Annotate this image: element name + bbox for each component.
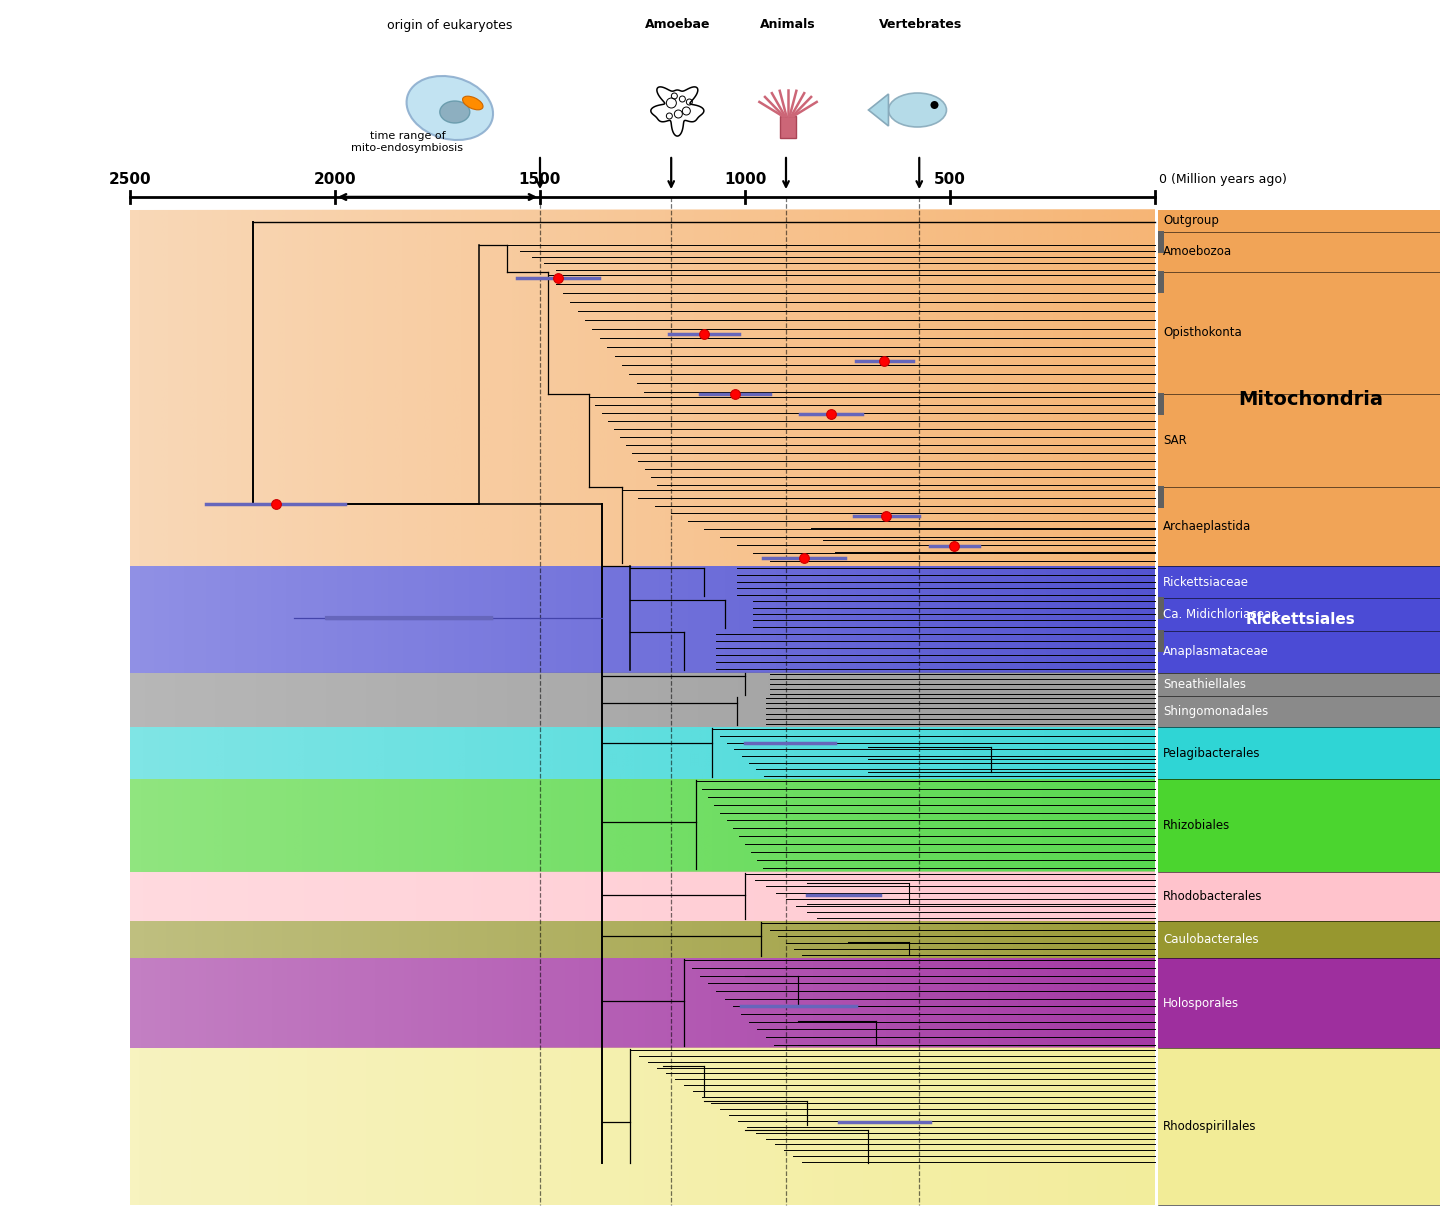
Bar [1158, 629, 1164, 652]
Bar [780, 115, 796, 139]
Bar [1158, 695, 1440, 728]
Bar [1158, 232, 1440, 272]
Ellipse shape [439, 101, 469, 123]
Text: Rhodobacterales: Rhodobacterales [1164, 891, 1263, 903]
Text: Opisthokonta: Opisthokonta [1164, 327, 1241, 339]
Ellipse shape [462, 96, 482, 109]
Ellipse shape [406, 77, 492, 140]
Text: Mitochondria: Mitochondria [1238, 390, 1382, 408]
Bar [1158, 231, 1164, 253]
Text: Holosporales: Holosporales [1164, 996, 1240, 1010]
Bar [130, 1047, 1155, 1205]
Bar [1158, 566, 1440, 598]
Polygon shape [651, 87, 704, 136]
Bar [1158, 394, 1440, 487]
Bar [130, 673, 1155, 695]
Text: Amoebae: Amoebae [645, 18, 710, 32]
Bar [1158, 597, 1164, 620]
Bar [1158, 959, 1440, 1047]
Text: 1000: 1000 [724, 173, 766, 187]
Text: Animals: Animals [760, 18, 816, 32]
Bar [130, 598, 1155, 631]
Bar [1158, 210, 1440, 232]
Bar [130, 232, 1155, 272]
Bar [130, 779, 1155, 871]
Text: Outgroup: Outgroup [1164, 214, 1218, 227]
Bar [130, 695, 1155, 728]
Bar [130, 487, 1155, 566]
Text: origin of eukaryotes: origin of eukaryotes [387, 18, 513, 32]
Text: 2500: 2500 [108, 173, 151, 187]
Text: 2000: 2000 [314, 173, 356, 187]
Text: Rhizobiales: Rhizobiales [1164, 819, 1230, 832]
Bar [1158, 1047, 1440, 1205]
Bar [1158, 486, 1164, 508]
Text: time range of
mito-endosymbiosis: time range of mito-endosymbiosis [351, 131, 464, 153]
Text: 1500: 1500 [518, 173, 562, 187]
Bar [1158, 871, 1440, 921]
Text: 0 (Million years ago): 0 (Million years ago) [1159, 174, 1287, 186]
Ellipse shape [888, 94, 946, 128]
Bar [1158, 598, 1440, 631]
Bar [1158, 673, 1440, 695]
Bar [130, 631, 1155, 673]
Bar [1158, 921, 1440, 959]
Bar [1158, 779, 1440, 871]
Text: Ca. Midichloriaceae: Ca. Midichloriaceae [1164, 608, 1279, 621]
Bar [130, 394, 1155, 487]
Text: SAR: SAR [1164, 434, 1187, 447]
Circle shape [930, 101, 939, 109]
Text: Sneathiellales: Sneathiellales [1164, 678, 1246, 690]
Bar [1158, 271, 1164, 293]
Text: Rickettsiaceae: Rickettsiaceae [1164, 576, 1248, 588]
Bar [130, 728, 1155, 779]
Bar [130, 871, 1155, 921]
Text: Archaeplastida: Archaeplastida [1164, 520, 1251, 533]
Text: Anaplasmataceae: Anaplasmataceae [1164, 645, 1269, 659]
Text: Rickettsiales: Rickettsiales [1246, 612, 1355, 627]
Bar [1158, 728, 1440, 779]
Text: Amoebozoa: Amoebozoa [1164, 245, 1233, 259]
Bar [130, 566, 1155, 598]
Text: Rhodospirillales: Rhodospirillales [1164, 1120, 1257, 1132]
Bar [1158, 631, 1440, 673]
Text: 500: 500 [935, 173, 966, 187]
Bar [130, 272, 1155, 394]
Text: Caulobacterales: Caulobacterales [1164, 933, 1259, 946]
Bar [1158, 487, 1440, 566]
Text: Shingomonadales: Shingomonadales [1164, 705, 1269, 718]
Text: Vertebrates: Vertebrates [878, 18, 962, 32]
Bar [130, 210, 1155, 232]
Text: Pelagibacterales: Pelagibacterales [1164, 747, 1260, 759]
Bar [130, 921, 1155, 959]
Bar [130, 959, 1155, 1047]
Bar [1158, 394, 1164, 416]
Polygon shape [868, 94, 888, 126]
Bar [1158, 272, 1440, 394]
